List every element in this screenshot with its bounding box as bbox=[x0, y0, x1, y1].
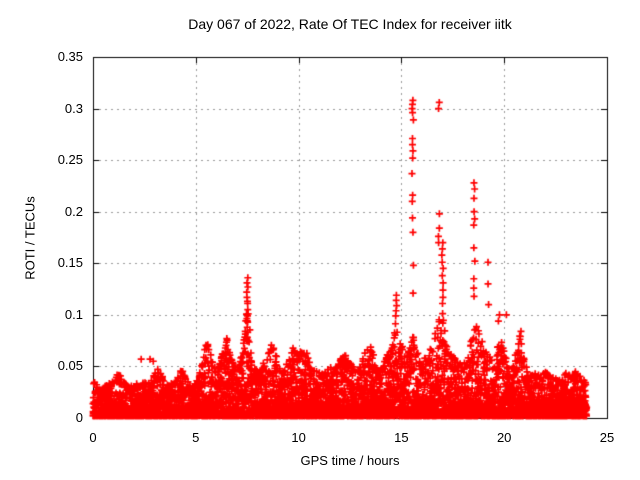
y-tick-label: 0.15 bbox=[57, 255, 83, 271]
y-tick-label: 0.05 bbox=[57, 358, 83, 374]
x-tick-label: 25 bbox=[599, 430, 615, 445]
x-tick-label: 20 bbox=[496, 430, 512, 445]
y-tick-label: 0.1 bbox=[64, 306, 83, 322]
x-tick-label: 10 bbox=[291, 430, 306, 445]
chart-title: Day 067 of 2022, Rate Of TEC Index for r… bbox=[188, 16, 512, 32]
y-tick-label: 0 bbox=[75, 410, 83, 425]
x-tick-label: 15 bbox=[394, 430, 409, 445]
x-tick-label: 5 bbox=[192, 430, 200, 445]
x-tick-label: 0 bbox=[89, 430, 97, 445]
y-tick-label: 0.35 bbox=[57, 49, 83, 64]
x-axis-label: GPS time / hours bbox=[300, 453, 400, 468]
y-tick-label: 0.2 bbox=[64, 203, 83, 219]
y-tick-label: 0.3 bbox=[64, 100, 83, 116]
y-tick-label: 0.25 bbox=[57, 152, 83, 168]
